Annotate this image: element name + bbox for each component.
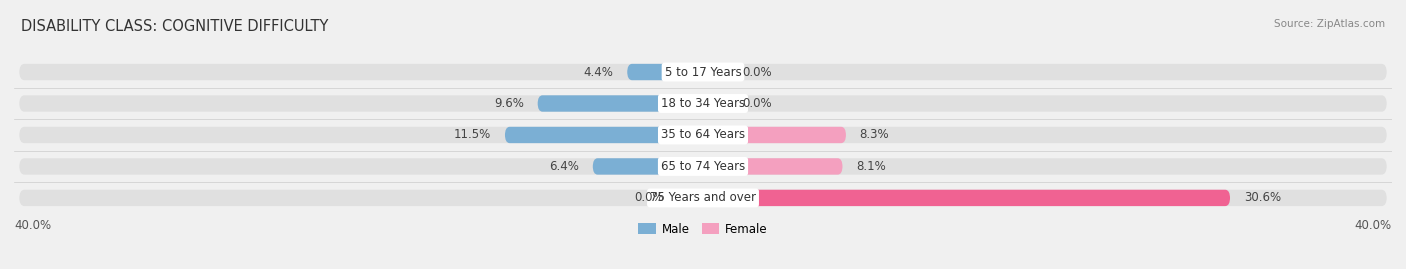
Text: 8.3%: 8.3% [859, 129, 890, 141]
Text: 0.0%: 0.0% [634, 192, 664, 204]
FancyBboxPatch shape [20, 95, 1386, 112]
Text: 9.6%: 9.6% [494, 97, 524, 110]
FancyBboxPatch shape [627, 64, 703, 80]
Text: 30.6%: 30.6% [1244, 192, 1281, 204]
FancyBboxPatch shape [20, 158, 1386, 175]
FancyBboxPatch shape [703, 158, 842, 175]
FancyBboxPatch shape [593, 158, 703, 175]
FancyBboxPatch shape [703, 190, 1230, 206]
Text: 0.0%: 0.0% [742, 66, 772, 79]
FancyBboxPatch shape [537, 95, 703, 112]
Text: 6.4%: 6.4% [550, 160, 579, 173]
Text: 75 Years and over: 75 Years and over [650, 192, 756, 204]
Legend: Male, Female: Male, Female [634, 218, 772, 240]
FancyBboxPatch shape [703, 127, 846, 143]
Text: 8.1%: 8.1% [856, 160, 886, 173]
Text: 35 to 64 Years: 35 to 64 Years [661, 129, 745, 141]
Text: 0.0%: 0.0% [742, 97, 772, 110]
FancyBboxPatch shape [505, 127, 703, 143]
FancyBboxPatch shape [703, 95, 728, 112]
Text: 18 to 34 Years: 18 to 34 Years [661, 97, 745, 110]
FancyBboxPatch shape [703, 64, 728, 80]
FancyBboxPatch shape [20, 190, 1386, 206]
Text: 4.4%: 4.4% [583, 66, 613, 79]
Text: DISABILITY CLASS: COGNITIVE DIFFICULTY: DISABILITY CLASS: COGNITIVE DIFFICULTY [21, 19, 329, 34]
Text: 40.0%: 40.0% [1355, 219, 1392, 232]
FancyBboxPatch shape [20, 64, 1386, 80]
Text: 40.0%: 40.0% [14, 219, 51, 232]
FancyBboxPatch shape [678, 190, 703, 206]
Text: 11.5%: 11.5% [454, 129, 491, 141]
Text: 5 to 17 Years: 5 to 17 Years [665, 66, 741, 79]
Text: Source: ZipAtlas.com: Source: ZipAtlas.com [1274, 19, 1385, 29]
FancyBboxPatch shape [20, 127, 1386, 143]
Text: 65 to 74 Years: 65 to 74 Years [661, 160, 745, 173]
